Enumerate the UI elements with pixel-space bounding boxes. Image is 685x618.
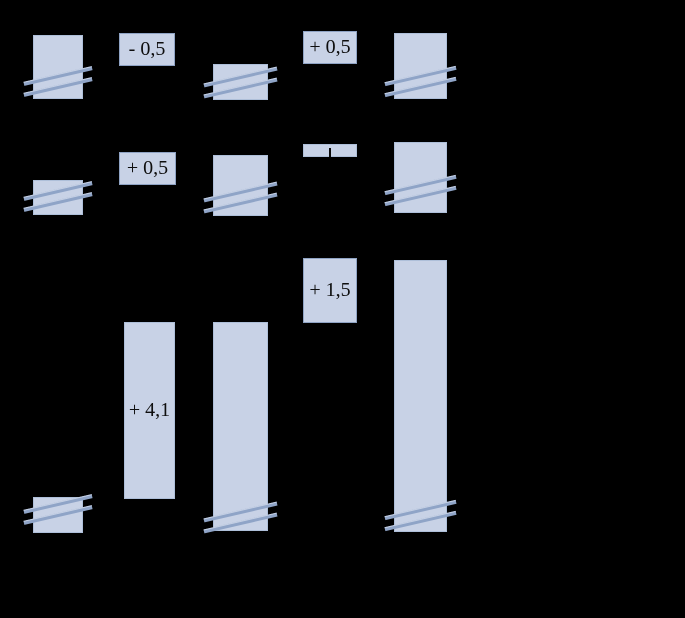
change-box-r3c4: + 1,5 (303, 258, 357, 323)
change-box-r2c2-label: + 0,5 (126, 157, 169, 179)
level-bar-r3c3 (213, 322, 268, 531)
change-box-r1c4: + 0,5 (303, 31, 357, 64)
change-box-r3c4-label: + 1,5 (309, 279, 351, 301)
zero-tick-box-r2c4-tick (329, 148, 331, 157)
level-bar-r1c5 (394, 33, 447, 99)
change-box-r1c2-label: - 0,5 (128, 38, 166, 60)
change-bar-r3c2-label: + 4,1 (128, 399, 171, 421)
change-box-r2c2: + 0,5 (119, 152, 176, 185)
change-box-r1c2: - 0,5 (119, 33, 175, 66)
change-box-r1c4-label: + 0,5 (309, 36, 351, 58)
change-bar-r3c2: + 4,1 (124, 322, 175, 499)
level-bar-r3c5 (394, 260, 447, 532)
